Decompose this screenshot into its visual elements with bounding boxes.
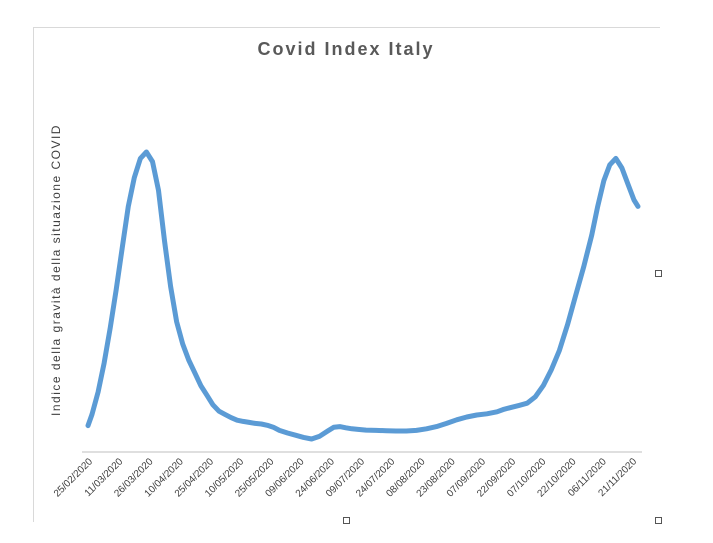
chart-title: Covid Index Italy	[257, 39, 434, 59]
x-tick-labels: 25/02/202011/03/202026/03/202010/04/2020…	[52, 456, 639, 499]
chart-frame-top	[33, 27, 660, 28]
series-group	[85, 149, 641, 442]
y-axis-label: Indice della gravità della situazione CO…	[49, 124, 63, 416]
series-line	[85, 149, 641, 442]
chart-frame-left	[33, 27, 34, 522]
resize-handle-bottom[interactable]	[343, 517, 350, 524]
resize-handle-bottom-right[interactable]	[655, 517, 662, 524]
resize-handle-right[interactable]	[655, 270, 662, 277]
